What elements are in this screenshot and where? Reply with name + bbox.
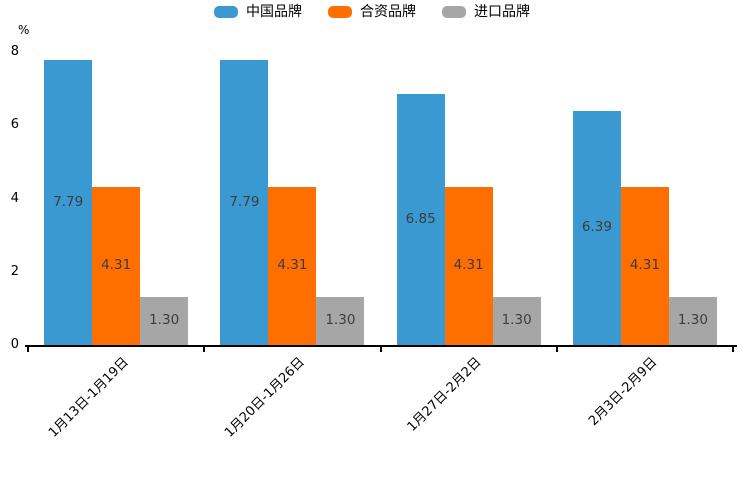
bar-value-label: 1.30 <box>149 312 180 329</box>
x-axis-tick <box>379 347 382 352</box>
bar-series2-group2: 4.31 <box>268 187 317 345</box>
bar-series1-group2: 7.79 <box>220 59 269 345</box>
bar-series2-group4: 4.31 <box>620 187 669 345</box>
x-axis-tick <box>27 347 29 352</box>
bar-value-label: 7.79 <box>229 193 260 210</box>
bar-value-label: 1.30 <box>501 312 532 329</box>
y-tick-label-6: 6 <box>10 117 19 133</box>
legend-label-china-brand: 中国品牌 <box>246 4 302 20</box>
x-axis-line <box>25 345 737 347</box>
y-tick-label-4: 4 <box>10 190 19 206</box>
bar-series3-group4: 1.30 <box>668 297 717 345</box>
x-tick-label-2: 1月20日-1月26日 <box>222 354 308 441</box>
bar-series1-group4: 6.39 <box>572 110 621 345</box>
legend-item-joint-venture-brand: 合资品牌 <box>328 5 416 19</box>
x-axis-tick <box>203 347 206 352</box>
bar-series3-group3: 1.30 <box>492 297 541 345</box>
x-tick-label-1: 1月13日-1月19日 <box>45 354 132 441</box>
y-tick-label-0: 0 <box>10 337 19 352</box>
legend-swatch-china-brand <box>214 6 238 18</box>
bar-value-label: 6.39 <box>581 219 612 236</box>
bar-series3-group1: 1.30 <box>140 297 189 345</box>
bar-value-label: 4.31 <box>101 257 132 274</box>
bar-series2-group3: 4.31 <box>444 187 493 345</box>
bar-value-label: 4.31 <box>277 257 308 274</box>
x-axis-tick <box>555 347 558 352</box>
bar-value-label: 1.30 <box>677 312 708 329</box>
x-tick-label-3: 1月27日-2月2日 <box>404 354 485 435</box>
legend: 中国品牌 合资品牌 进口品牌 <box>0 5 744 19</box>
y-tick-label-2: 2 <box>10 263 19 279</box>
plot-area: 7.79 4.31 1.30 7.79 4.31 1.30 6.85 4.31 1.30 6.39… <box>28 52 733 345</box>
bar-value-label: 7.79 <box>53 193 84 210</box>
bar-value-label: 4.31 <box>453 257 484 274</box>
legend-label-joint-venture-brand: 合资品牌 <box>360 4 416 20</box>
bar-value-label: 1.30 <box>325 312 356 329</box>
bar-series2-group1: 4.31 <box>92 187 141 345</box>
y-axis-unit-label: % <box>18 23 30 37</box>
y-tick-label-8: 8 <box>10 44 19 59</box>
legend-label-imported-brand: 进口品牌 <box>474 4 530 20</box>
bar-series1-group3: 6.85 <box>396 94 445 345</box>
legend-item-china-brand: 中国品牌 <box>214 5 302 19</box>
legend-swatch-joint-venture-brand <box>328 6 352 18</box>
bar-series1-group1: 7.79 <box>44 59 93 345</box>
legend-item-imported-brand: 进口品牌 <box>442 5 530 19</box>
bar-value-label: 4.31 <box>629 257 660 274</box>
x-tick-label-4: 2月3日-2月9日 <box>586 354 661 429</box>
x-axis-tick <box>732 347 734 352</box>
bar-series3-group2: 1.30 <box>316 297 365 345</box>
bar-value-label: 6.85 <box>405 210 436 227</box>
legend-swatch-imported-brand <box>442 6 466 18</box>
